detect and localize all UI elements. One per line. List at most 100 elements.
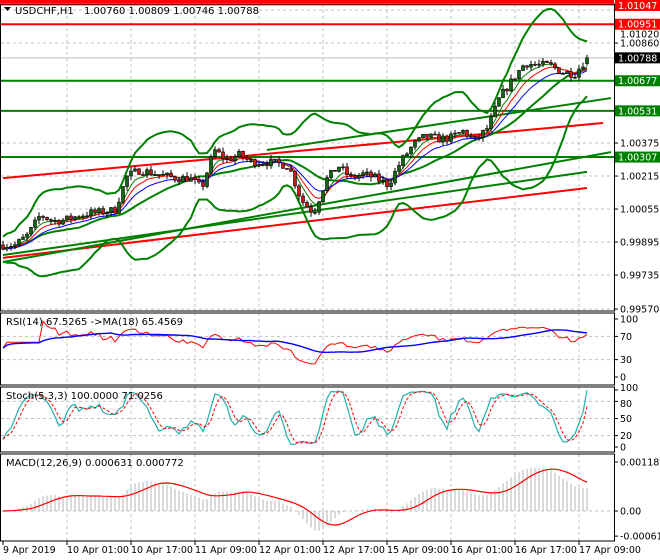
candle[interactable] xyxy=(345,166,349,176)
candle[interactable] xyxy=(65,215,69,221)
candle[interactable] xyxy=(73,216,77,220)
candle[interactable] xyxy=(85,215,89,218)
candle[interactable] xyxy=(465,130,469,137)
candle[interactable] xyxy=(225,158,229,160)
candle[interactable] xyxy=(269,158,273,167)
candle[interactable] xyxy=(97,208,101,213)
candle[interactable] xyxy=(29,227,33,235)
candle[interactable] xyxy=(445,135,449,142)
candle[interactable] xyxy=(517,70,521,80)
candle[interactable] xyxy=(145,169,149,176)
candle[interactable] xyxy=(233,156,237,161)
candle[interactable] xyxy=(105,212,109,215)
trend-line[interactable] xyxy=(2,122,604,180)
candle[interactable] xyxy=(125,175,129,187)
candle[interactable] xyxy=(89,209,93,217)
candle[interactable] xyxy=(513,78,517,81)
candle[interactable] xyxy=(421,134,425,138)
candle[interactable] xyxy=(1,244,5,250)
candle[interactable] xyxy=(473,136,477,138)
rsi-panel[interactable] xyxy=(1,319,614,365)
candle[interactable] xyxy=(173,176,177,181)
candle[interactable] xyxy=(529,63,533,68)
candle[interactable] xyxy=(169,172,173,177)
candle[interactable] xyxy=(469,136,473,138)
candle[interactable] xyxy=(457,132,461,134)
candle[interactable] xyxy=(385,179,389,187)
candle[interactable] xyxy=(209,156,213,174)
candle[interactable] xyxy=(69,215,73,220)
time-axis[interactable]: 9 Apr 2019 10 Apr 01:00 10 Apr 17:00 11 Apr… xyxy=(2,541,641,556)
candle[interactable] xyxy=(317,201,321,213)
candle[interactable] xyxy=(497,97,501,107)
candle[interactable] xyxy=(253,159,257,167)
candle[interactable] xyxy=(197,179,201,183)
candle[interactable] xyxy=(189,177,193,182)
candle[interactable] xyxy=(537,63,541,66)
candle[interactable] xyxy=(577,68,581,78)
dropdown-triangle-icon[interactable] xyxy=(4,7,11,11)
candle[interactable] xyxy=(481,129,485,139)
candle[interactable] xyxy=(541,60,545,65)
candle[interactable] xyxy=(153,174,157,176)
candle[interactable] xyxy=(109,207,113,213)
candle[interactable] xyxy=(581,66,585,70)
candle[interactable] xyxy=(325,177,329,192)
candle[interactable] xyxy=(321,190,325,203)
candle[interactable] xyxy=(389,182,393,187)
candle[interactable] xyxy=(49,219,53,222)
price-plot[interactable] xyxy=(1,3,614,278)
candle[interactable] xyxy=(501,88,505,99)
candle[interactable] xyxy=(309,206,313,213)
candle[interactable] xyxy=(489,116,493,129)
candle[interactable] xyxy=(37,216,41,221)
candle[interactable] xyxy=(45,217,49,220)
candle[interactable] xyxy=(177,179,181,183)
candle[interactable] xyxy=(545,60,549,63)
candle[interactable] xyxy=(241,151,245,158)
candle[interactable] xyxy=(273,158,277,161)
candle[interactable] xyxy=(405,153,409,156)
candle[interactable] xyxy=(149,169,153,176)
candle[interactable] xyxy=(441,135,445,143)
candle[interactable] xyxy=(281,162,285,169)
candle[interactable] xyxy=(5,247,9,250)
candle[interactable] xyxy=(165,172,169,175)
candle[interactable] xyxy=(509,78,513,92)
candle[interactable] xyxy=(129,170,133,177)
candle[interactable] xyxy=(121,186,125,203)
candle[interactable] xyxy=(185,176,189,182)
candle[interactable] xyxy=(221,151,225,159)
candle[interactable] xyxy=(533,63,537,66)
candle[interactable] xyxy=(361,172,365,176)
candle[interactable] xyxy=(9,246,13,248)
candle[interactable] xyxy=(409,146,413,155)
candle[interactable] xyxy=(249,158,253,161)
candle[interactable] xyxy=(237,151,241,157)
candle[interactable] xyxy=(113,207,117,214)
candle[interactable] xyxy=(33,219,37,228)
candle[interactable] xyxy=(305,202,309,208)
candle[interactable] xyxy=(449,133,453,142)
candle[interactable] xyxy=(265,163,269,167)
candle[interactable] xyxy=(461,130,465,133)
candle[interactable] xyxy=(213,149,217,158)
candle[interactable] xyxy=(313,211,317,214)
candle[interactable] xyxy=(397,165,401,172)
candle[interactable] xyxy=(53,220,57,222)
candle[interactable] xyxy=(425,134,429,138)
candle[interactable] xyxy=(41,216,45,218)
candle[interactable] xyxy=(289,168,293,172)
candle[interactable] xyxy=(277,158,281,164)
candle[interactable] xyxy=(429,133,433,138)
stochastic-panel[interactable] xyxy=(1,389,614,446)
candle[interactable] xyxy=(137,168,141,175)
candle[interactable] xyxy=(549,62,553,65)
macd-panel[interactable] xyxy=(1,467,614,531)
candle[interactable] xyxy=(93,209,97,213)
candle[interactable] xyxy=(157,174,161,176)
candle[interactable] xyxy=(565,71,569,74)
candle[interactable] xyxy=(393,170,397,184)
